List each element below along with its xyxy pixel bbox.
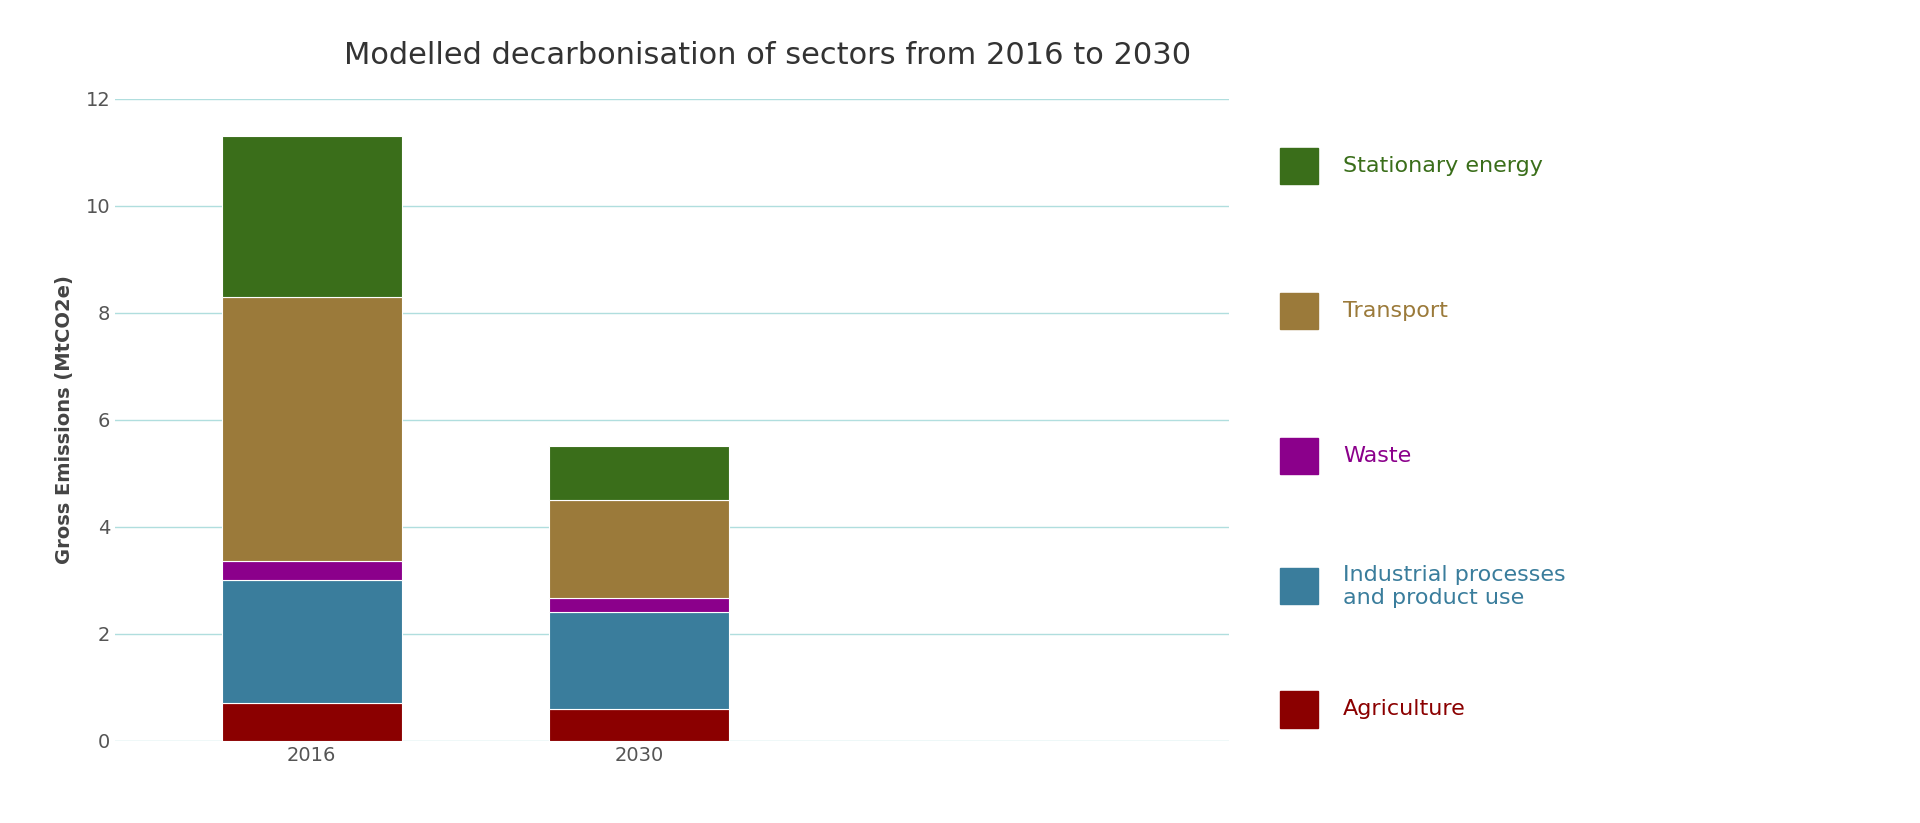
Bar xyxy=(549,612,730,709)
FancyBboxPatch shape xyxy=(1281,293,1317,329)
Bar xyxy=(221,296,401,561)
FancyBboxPatch shape xyxy=(1281,148,1317,184)
Bar xyxy=(221,561,401,580)
Text: Industrial processes
and product use: Industrial processes and product use xyxy=(1344,565,1567,608)
FancyBboxPatch shape xyxy=(1281,568,1317,604)
Text: Modelled decarbonisation of sectors from 2016 to 2030: Modelled decarbonisation of sectors from… xyxy=(344,41,1192,70)
Text: Transport: Transport xyxy=(1344,301,1448,321)
FancyBboxPatch shape xyxy=(1281,691,1317,728)
Bar xyxy=(221,136,401,296)
Text: Waste: Waste xyxy=(1344,446,1411,466)
FancyBboxPatch shape xyxy=(1281,438,1317,474)
Bar xyxy=(221,703,401,741)
Text: Stationary energy: Stationary energy xyxy=(1344,156,1544,176)
Bar xyxy=(549,500,730,597)
Bar xyxy=(549,446,730,500)
Text: Agriculture: Agriculture xyxy=(1344,700,1467,719)
Bar xyxy=(549,597,730,612)
Y-axis label: Gross Emissions (MtCO2e): Gross Emissions (MtCO2e) xyxy=(56,275,75,565)
Bar xyxy=(549,709,730,741)
Bar xyxy=(221,580,401,703)
